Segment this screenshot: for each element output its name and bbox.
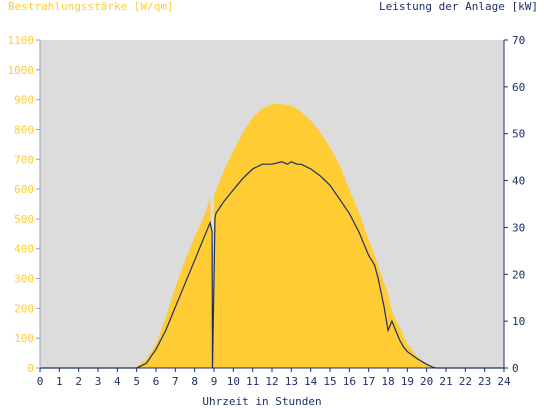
y-left-tick-label: 500 — [14, 213, 34, 226]
x-tick-label: 12 — [265, 375, 278, 388]
x-tick-label: 21 — [439, 375, 452, 388]
y-right-tick-label: 0 — [512, 362, 519, 375]
y-left-tick-label: 100 — [14, 332, 34, 345]
x-tick-label: 15 — [323, 375, 336, 388]
x-tick-label: 24 — [497, 375, 511, 388]
y-left-tick-label: 400 — [14, 243, 34, 256]
x-tick-label: 0 — [37, 375, 44, 388]
x-tick-label: 9 — [211, 375, 218, 388]
x-tick-label: 8 — [191, 375, 198, 388]
y-left-tick-label: 700 — [14, 153, 34, 166]
x-tick-label: 7 — [172, 375, 179, 388]
x-tick-label: 1 — [56, 375, 63, 388]
x-tick-label: 14 — [304, 375, 318, 388]
y-right-tick-label: 70 — [512, 34, 525, 47]
x-tick-label: 16 — [343, 375, 356, 388]
x-tick-label: 19 — [401, 375, 414, 388]
x-tick-label: 4 — [114, 375, 121, 388]
x-tick-label: 10 — [227, 375, 240, 388]
y-left-tick-label: 800 — [14, 123, 34, 136]
irradiance-area — [40, 104, 504, 368]
y-left-tick-label: 1100 — [8, 34, 35, 47]
x-tick-label: 2 — [75, 375, 82, 388]
x-tick-label: 23 — [478, 375, 491, 388]
x-tick-label: 6 — [153, 375, 160, 388]
y-left-tick-label: 300 — [14, 273, 34, 286]
y-right-tick-label: 50 — [512, 128, 525, 141]
y-right-tick-label: 30 — [512, 221, 525, 234]
y-left-tick-label: 200 — [14, 302, 34, 315]
y-right-tick-label: 40 — [512, 175, 525, 188]
x-tick-label: 20 — [420, 375, 433, 388]
series-layer — [40, 104, 504, 369]
y-right-tick-label: 10 — [512, 315, 525, 328]
right-axis-title: Leistung der Anlage [kW] — [379, 0, 538, 13]
x-tick-label: 11 — [246, 375, 259, 388]
x-tick-label: 3 — [95, 375, 102, 388]
x-tick-label: 18 — [381, 375, 394, 388]
y-left-ticks: 0 100 200 300 400 500 600 700 800 900 1000 1100 — [8, 34, 40, 375]
left-axis-title: Bestrahlungsstärke [W/qm] — [8, 0, 174, 13]
y-right-ticks: 0 10 20 30 40 50 60 70 — [504, 34, 525, 375]
x-tick-label: 17 — [362, 375, 375, 388]
y-left-tick-label: 1000 — [8, 64, 35, 77]
power-line — [40, 161, 504, 369]
x-tick-label: 5 — [133, 375, 140, 388]
x-tick-label: 13 — [285, 375, 298, 388]
y-left-tick-label: 0 — [27, 362, 34, 375]
x-tick-label: 22 — [459, 375, 472, 388]
y-left-tick-label: 900 — [14, 94, 34, 107]
x-ticks: 0 1 2 3 4 5 6 7 8 9 10 11 12 13 14 15 16 17 18 19 20 21 22 23 24 — [37, 368, 511, 388]
y-right-tick-label: 60 — [512, 81, 525, 94]
y-right-tick-label: 20 — [512, 268, 525, 281]
y-left-tick-label: 600 — [14, 183, 34, 196]
x-axis-title: Uhrzeit in Stunden — [202, 395, 321, 408]
